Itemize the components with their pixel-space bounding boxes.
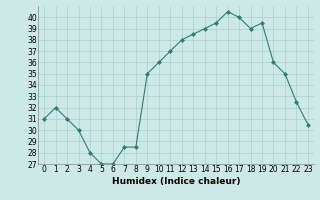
- X-axis label: Humidex (Indice chaleur): Humidex (Indice chaleur): [112, 177, 240, 186]
